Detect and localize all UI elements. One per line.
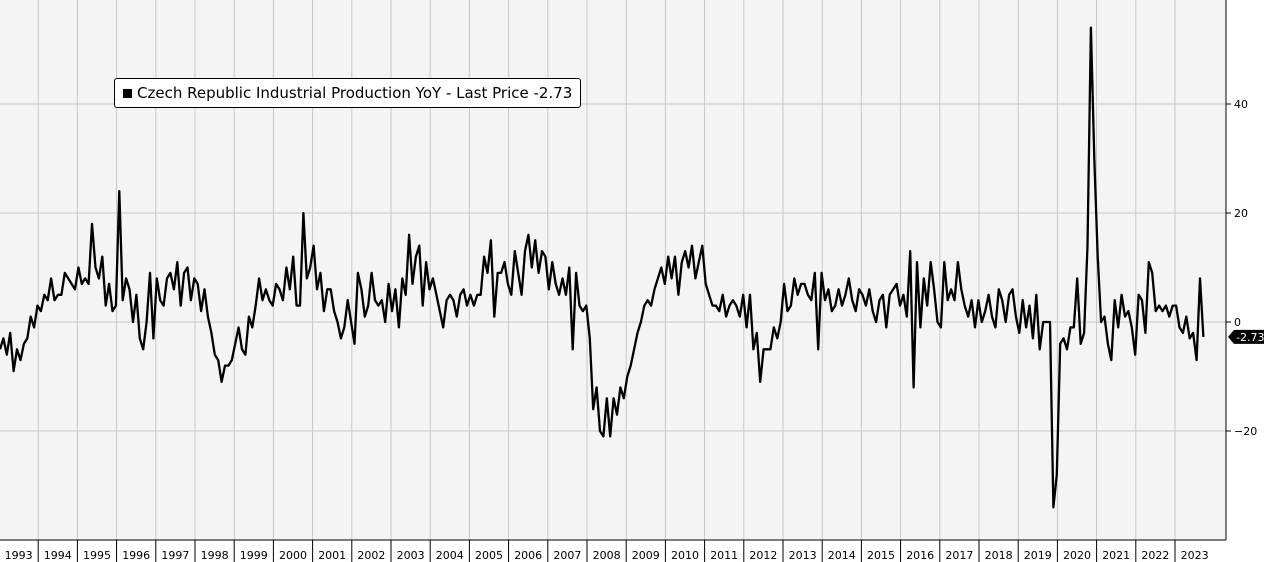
x-tick-label: 2010 <box>671 549 699 562</box>
x-tick-label: 2011 <box>710 549 738 562</box>
x-tick-label: 2017 <box>945 549 973 562</box>
last-value-tag-shape <box>1228 329 1264 344</box>
x-tick-label: 2002 <box>357 549 385 562</box>
legend: Czech Republic Industrial Production YoY… <box>114 78 582 108</box>
x-tick-label: 2009 <box>632 549 660 562</box>
x-tick-label: 2020 <box>1063 549 1091 562</box>
x-tick-label: 1995 <box>83 549 111 562</box>
x-tick-label: 2015 <box>867 549 895 562</box>
x-tick-label: 2012 <box>749 549 777 562</box>
x-tick-label: 2018 <box>985 549 1013 562</box>
x-tick-label: 1996 <box>122 549 150 562</box>
y-tick-label: 40 <box>1234 98 1248 111</box>
y-tick-label: −20 <box>1234 425 1257 438</box>
last-value-tag: -2.73 <box>1228 329 1264 344</box>
x-tick-label: 1998 <box>201 549 229 562</box>
y-tick-label: 0 <box>1234 316 1241 329</box>
legend-swatch <box>123 88 132 98</box>
x-tick-label: 2008 <box>593 549 621 562</box>
x-tick-label: 2016 <box>906 549 934 562</box>
series-line <box>0 26 1205 509</box>
x-tick-label: 1997 <box>161 549 189 562</box>
x-tick-label: 2014 <box>828 549 856 562</box>
x-tick-label: 2007 <box>553 549 581 562</box>
y-tick-label: 20 <box>1234 207 1248 220</box>
last-value-label: -2.73 <box>1236 331 1264 344</box>
x-tick-label: 2013 <box>789 549 817 562</box>
x-tick-label: 1999 <box>240 549 268 562</box>
x-tick-label: 2022 <box>1141 549 1169 562</box>
x-tick-label: 1993 <box>5 549 33 562</box>
x-tick-label: 2021 <box>1102 549 1130 562</box>
x-tick-label: 1994 <box>44 549 72 562</box>
x-axis-ticks: 1993 1994 1995 1996 1997 1998 1999 2000 2001 2002… <box>5 540 1209 562</box>
x-tick-label: 2006 <box>514 549 542 562</box>
x-tick-label: 2001 <box>318 549 346 562</box>
x-tick-label: 2003 <box>397 549 425 562</box>
x-tick-label: 2023 <box>1181 549 1209 562</box>
x-tick-label: 2004 <box>436 549 464 562</box>
y-axis-ticks: 40 20 0 −20 <box>1226 98 1257 438</box>
x-tick-label: 2005 <box>475 549 503 562</box>
x-tick-label: 2019 <box>1024 549 1052 562</box>
legend-label: Czech Republic Industrial Production YoY… <box>137 84 573 102</box>
x-tick-label: 2000 <box>279 549 307 562</box>
